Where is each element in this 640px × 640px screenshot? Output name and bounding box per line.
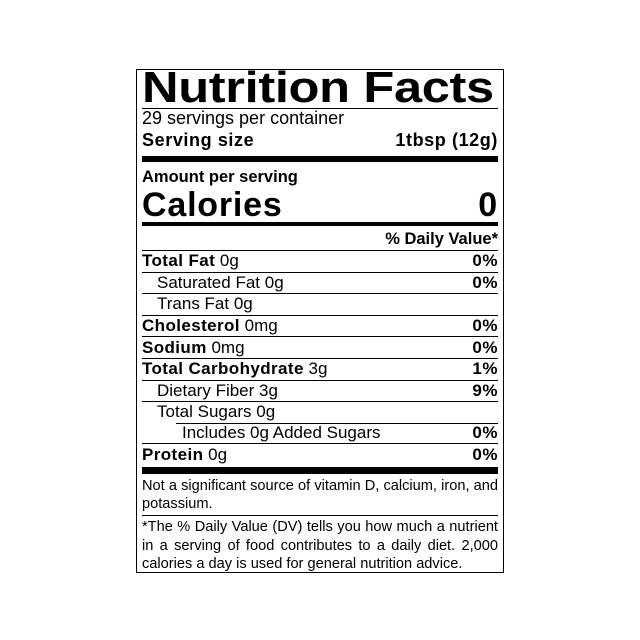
nutrient-name: Total Carbohydrate 3g [142, 359, 327, 379]
nutrient-name: Saturated Fat 0g [142, 273, 284, 293]
nutrient-row: Includes 0g Added Sugars 0% [142, 423, 498, 445]
nutrient-row: Total Carbohydrate 3g 1% [142, 359, 498, 381]
nutrient-row: Saturated Fat 0g 0% [142, 273, 498, 295]
nutrient-name: Total Sugars 0g [142, 402, 275, 422]
nutrient-label: Saturated Fat [157, 272, 261, 292]
nutrient-name: Trans Fat 0g [142, 294, 253, 314]
nutrient-row: Sodium 0mg 0% [142, 337, 498, 359]
nutrient-name: Cholesterol 0mg [142, 316, 278, 336]
nutrient-name: Protein 0g [142, 445, 227, 465]
nutrient-row: Trans Fat 0g [142, 294, 498, 316]
divider [142, 515, 498, 516]
nutrient-label: Total Sugars [157, 402, 252, 422]
nutrient-list: Total Fat 0g 0% Saturated Fat 0g 0% Trans Fa… [142, 251, 498, 465]
nutrient-label: Sodium [142, 337, 207, 357]
daily-value-header: % Daily Value* [385, 230, 498, 248]
nutrient-name: Total Fat 0g [142, 251, 239, 271]
thick-divider [142, 467, 498, 474]
amount-per-serving: Amount per serving [142, 168, 298, 186]
nutrient-label: Total Fat [142, 251, 216, 271]
divider [142, 108, 498, 109]
serving-size-row: Serving size 1tbsp (12g) [142, 129, 498, 151]
thick-divider [142, 156, 498, 162]
nutrient-daily-value: 9% [472, 380, 498, 400]
nutrient-daily-value: 0% [472, 272, 498, 292]
nutrient-daily-value: 1% [472, 359, 498, 379]
label-title: Nutrition Facts [142, 63, 494, 112]
nutrient-amount: 0g [256, 402, 276, 422]
vitamin-footnote: Not a significant source of vitamin D, c… [142, 478, 498, 512]
nutrient-row: Cholesterol 0mg 0% [142, 316, 498, 338]
nutrition-facts-label: Nutrition Facts 29 servings per containe… [136, 66, 504, 573]
nutrient-daily-value: 0% [472, 251, 498, 271]
nutrient-amount: 0g [208, 444, 228, 464]
calories-value: 0 [478, 186, 498, 224]
nutrient-amount: 0g [233, 294, 253, 314]
nutrient-amount: 0g [264, 272, 284, 292]
nutrient-row: Total Sugars 0g [142, 402, 498, 424]
nutrient-daily-value: 0% [472, 316, 498, 336]
nutrient-name: Includes 0g Added Sugars [142, 423, 380, 443]
nutrient-label: Trans Fat [157, 294, 230, 314]
nutrient-daily-value: 0% [472, 337, 498, 357]
nutrient-amount: 3g [308, 359, 328, 379]
calories-row: Calories 0 [142, 186, 498, 224]
nutrient-amount: 0mg [211, 337, 245, 357]
serving-size-value: 1tbsp (12g) [395, 130, 498, 150]
servings-per-container: 29 servings per container [142, 108, 345, 128]
nutrient-row: Dietary Fiber 3g 9% [142, 381, 498, 403]
nutrient-label: Cholesterol [142, 316, 240, 336]
nutrient-amount: 0mg [244, 316, 278, 336]
daily-value-footnote: *The % Daily Value (DV) tells you how mu… [142, 519, 498, 572]
nutrient-amount: 3g [259, 380, 278, 400]
calories-label: Calories [142, 186, 283, 224]
nutrient-label: Total Carbohydrate [142, 359, 304, 379]
nutrient-daily-value: 0% [472, 423, 498, 443]
nutrient-label: Includes 0g Added Sugars [182, 423, 381, 443]
nutrient-name: Dietary Fiber 3g [142, 381, 278, 401]
nutrient-row: Protein 0g 0% [142, 444, 498, 465]
serving-size-label: Serving size [142, 130, 255, 150]
nutrient-name: Sodium 0mg [142, 338, 245, 358]
nutrient-label: Protein [142, 444, 204, 464]
nutrient-label: Dietary Fiber [157, 380, 255, 400]
divider [142, 250, 498, 251]
nutrient-row: Total Fat 0g 0% [142, 251, 498, 273]
nutrient-amount: 0g [219, 251, 239, 271]
nutrient-daily-value: 0% [472, 444, 498, 464]
medium-divider [142, 222, 498, 226]
